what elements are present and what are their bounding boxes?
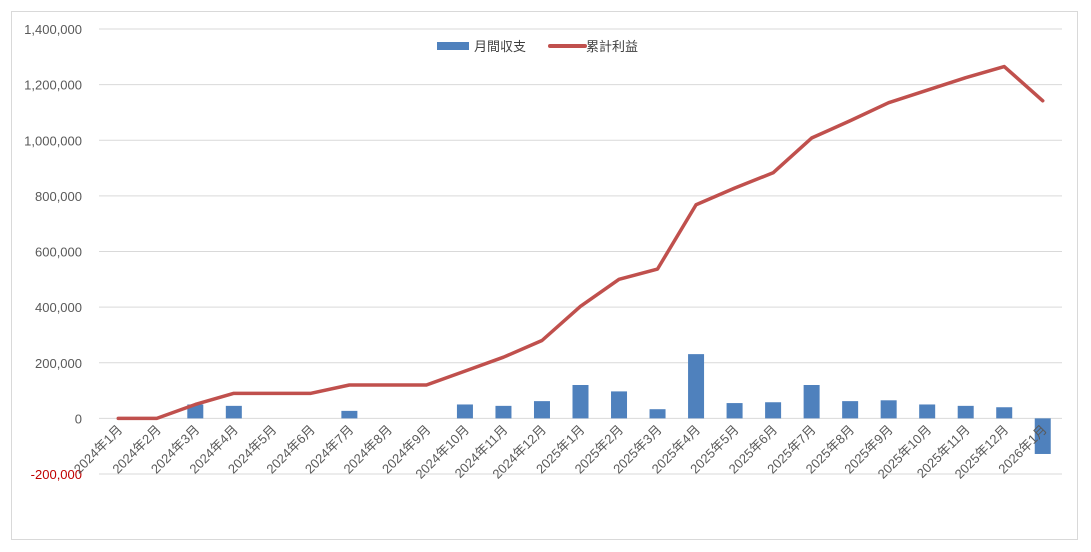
legend: 月間収支 累計利益 (437, 39, 638, 54)
bar (957, 405, 974, 419)
line-path (116, 64, 1045, 421)
y-tick-label: 400,000 (35, 300, 82, 315)
bar (456, 404, 473, 419)
bar (688, 354, 705, 419)
y-tick-label: -200,000 (31, 467, 82, 482)
y-tick-label: 800,000 (35, 189, 82, 204)
bar-series (187, 354, 1051, 454)
bar (187, 404, 204, 419)
bar (765, 402, 782, 419)
y-tick-label: 1,400,000 (24, 22, 82, 37)
bar (919, 404, 936, 419)
bar (611, 391, 628, 419)
line-series (116, 64, 1045, 421)
bar (572, 385, 589, 419)
bar (341, 410, 358, 419)
bar (1034, 418, 1051, 454)
y-axis: -200,000 0 200,000 400,000 600,000 800,000 1,0… (24, 22, 82, 482)
bar (533, 401, 550, 419)
legend-swatch-bar (437, 42, 469, 50)
bar (803, 385, 820, 419)
x-axis: 2024年1月2024年2月2024年3月2024年4月2024年5月2024年… (71, 422, 1050, 482)
y-tick-label: 1,200,000 (24, 78, 82, 93)
bar (649, 409, 666, 419)
bar (996, 407, 1013, 419)
bar (225, 405, 242, 419)
y-tick-label: 200,000 (35, 356, 82, 371)
legend-label-line: 累計利益 (586, 39, 638, 54)
gridlines (99, 28, 1062, 475)
bar (880, 400, 897, 419)
chart-frame (11, 11, 1078, 540)
bar (726, 403, 743, 419)
y-tick-label: 600,000 (35, 245, 82, 260)
bar (495, 405, 512, 419)
y-tick-label: 1,000,000 (24, 133, 82, 148)
bar (842, 401, 859, 419)
y-tick-label: 0 (75, 411, 82, 426)
legend-label-bar: 月間収支 (474, 39, 526, 54)
